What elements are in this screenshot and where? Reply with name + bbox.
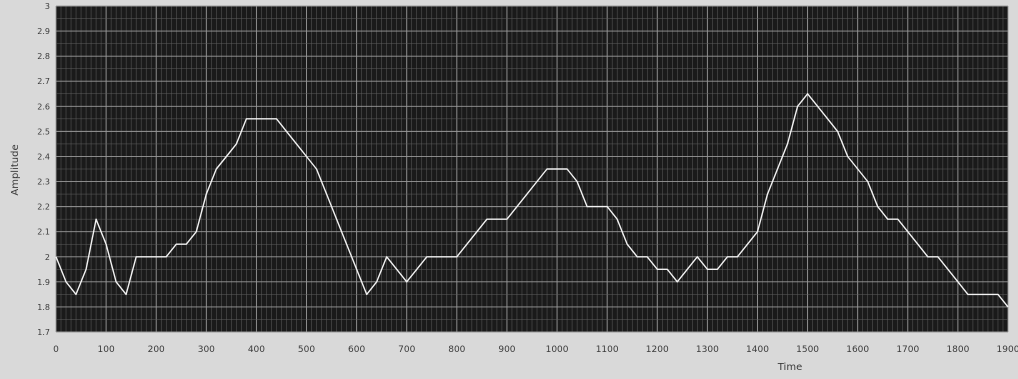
x-tick-label: 1000 [546,345,569,355]
x-axis-ticks: 0 100 200 300 400 500 600 700 800 900 1000 1100 1200… [53,345,1018,355]
y-tick-label: 2.7 [37,77,50,86]
y-axis-label: Amplitude [10,144,21,195]
x-tick-label: 300 [198,345,215,355]
x-tick-label: 200 [148,345,165,355]
x-tick-label: 600 [348,345,365,355]
y-tick-label: 2.2 [37,203,50,212]
y-axis-ticks: 1.7 1.8 1.9 2 2.1 2.2 2.3 2.4 2.5 2.6 2.7 2.8 2.9 3 [37,2,50,337]
x-tick-label: 500 [298,345,315,355]
y-tick-label: 2.9 [37,27,50,36]
y-tick-label: 2.6 [37,102,50,111]
series-line-0 [55,93,1009,308]
x-tick-label: 1500 [796,345,819,355]
x-tick-label: 1200 [646,345,669,355]
x-tick-label: 700 [398,345,415,355]
x-axis-label: Time [777,362,802,373]
x-tick-label: 400 [248,345,265,355]
x-tick-label: 1100 [596,345,619,355]
y-tick-label: 1.9 [37,278,50,287]
grid [55,5,1009,333]
x-tick-label: 1700 [896,345,919,355]
x-tick-label: 1300 [696,345,719,355]
y-tick-label: 3 [45,2,50,11]
y-tick-label: 2.3 [37,178,50,187]
line-series [55,93,1009,308]
x-tick-label: 900 [498,345,515,355]
y-tick-label: 2.4 [37,152,50,161]
y-tick-label: 2.8 [37,52,50,61]
y-tick-label: 1.7 [37,328,50,337]
y-tick-label: 1.8 [37,303,50,312]
x-tick-label: 0 [53,345,59,355]
x-tick-label: 800 [448,345,465,355]
x-tick-label: 1400 [746,345,769,355]
x-tick-label: 1600 [846,345,869,355]
x-tick-label: 1800 [946,345,969,355]
y-tick-label: 2 [45,253,50,262]
y-tick-label: 2.1 [37,228,50,237]
x-tick-label: 100 [98,345,115,355]
x-tick-label: 1900 [997,345,1018,355]
y-tick-label: 2.5 [37,127,50,136]
